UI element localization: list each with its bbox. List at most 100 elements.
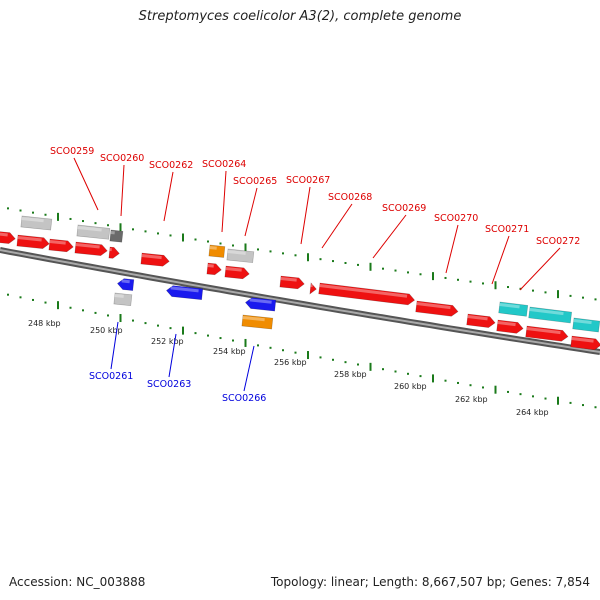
- upper-ruler-minor-tick: [319, 258, 322, 261]
- gene-label-forward: SCO0259: [50, 146, 94, 157]
- topology-label: Topology: linear; Length: 8,667,507 bp; …: [270, 575, 590, 589]
- gene-label-forward: SCO0260: [100, 153, 144, 164]
- upper-ruler-minor-tick: [419, 273, 422, 276]
- leader-line: [168, 333, 177, 378]
- leader-line: [73, 157, 99, 211]
- reverse-gene: [165, 285, 204, 301]
- forward-gene: [309, 282, 317, 295]
- forward-gene-shine: [497, 320, 516, 327]
- rna-gene-shine: [499, 302, 520, 309]
- lower-ruler-minor-tick: [269, 346, 272, 349]
- upper-ruler-minor-tick: [232, 244, 234, 247]
- upper-ruler-minor-tick: [132, 228, 134, 231]
- leader-line: [244, 187, 258, 237]
- leader-line: [321, 203, 353, 249]
- upper-ruler-minor-tick: [194, 238, 197, 241]
- gene-label-forward: SCO0262: [149, 160, 193, 171]
- upper-ruler-minor-tick: [257, 248, 259, 251]
- lower-ruler-minor-tick: [507, 390, 509, 393]
- forward-gene: [0, 230, 16, 244]
- rna-gene-body: [528, 306, 573, 324]
- orange-feature-body: [208, 244, 226, 258]
- forward-gene: [496, 319, 524, 334]
- lower-ruler-minor-tick: [594, 406, 597, 409]
- leader-line: [491, 235, 510, 285]
- upper-ruler-minor-tick: [157, 232, 159, 235]
- gene-label-forward: SCO0271: [485, 224, 529, 235]
- gray-feature-shine: [21, 216, 44, 223]
- upper-ruler-minor-tick: [444, 276, 447, 279]
- forward-gene: [74, 241, 108, 256]
- lower-ruler-minor-tick: [344, 361, 347, 364]
- rna-gene-shine: [529, 307, 564, 316]
- map-title: Streptomyces coelicolor A3(2), complete …: [138, 9, 462, 24]
- scale-labels: 248 kbp 250 kbp 252 kbp 254 kbp 256 kbp 258 k…: [28, 319, 549, 417]
- lower-ruler-minor-tick: [232, 339, 234, 342]
- upper-ruler-minor-tick: [32, 211, 34, 214]
- lower-ruler-minor-tick: [144, 322, 147, 325]
- reverse-gene: [244, 297, 277, 312]
- upper-ruler-minor-tick: [219, 242, 222, 245]
- upper-ruler-minor-tick: [269, 250, 272, 253]
- forward-gene-body: [466, 313, 496, 328]
- forward-gene-shine: [207, 263, 214, 268]
- forward-gene-shine: [280, 276, 297, 282]
- orange-feature: [208, 244, 226, 258]
- gene-label-forward: SCO0268: [328, 192, 372, 203]
- reverse-gene-body: [165, 285, 204, 301]
- forward-gene: [108, 246, 120, 259]
- gray-feature-body: [20, 215, 53, 231]
- upper-ruler-minor-tick: [407, 271, 409, 274]
- forward-gene: [16, 234, 50, 249]
- gray-feature-body: [113, 292, 133, 307]
- backbone-line: [0, 247, 600, 355]
- forward-gene-shine: [75, 242, 100, 249]
- reverse-gene: [116, 278, 135, 291]
- lower-ruler-minor-tick: [107, 314, 109, 317]
- upper-ruler-minor-tick: [382, 267, 384, 270]
- forward-gene: [48, 238, 74, 253]
- upper-ruler-minor-tick: [107, 224, 109, 227]
- orange-feature-shine: [209, 245, 217, 250]
- lower-ruler-minor-tick: [319, 356, 322, 359]
- forward-gene-body: [525, 325, 569, 342]
- reverse-gene-body: [244, 297, 277, 312]
- upper-ruler-minor-tick: [144, 230, 147, 233]
- forward-gene: [525, 325, 569, 342]
- gray-feature-shine: [227, 249, 246, 255]
- forward-gene-shine: [319, 283, 408, 298]
- upper-ruler-minor-tick: [482, 282, 484, 285]
- lower-ruler-minor-tick: [94, 311, 97, 314]
- lower-ruler-minor-tick: [469, 384, 472, 387]
- forward-gene-body: [415, 300, 459, 317]
- forward-gene-body: [309, 282, 317, 295]
- forward-gene-body: [16, 234, 50, 249]
- gene-label-forward: SCO0269: [382, 203, 426, 214]
- forward-gene-body: [0, 230, 16, 244]
- lower-ruler-minor-tick: [519, 393, 522, 396]
- forward-gene-body: [74, 241, 108, 256]
- forward-gene-body: [570, 335, 600, 351]
- scale-label: 260 kbp: [394, 382, 427, 391]
- upper-ruler-minor-tick: [357, 263, 359, 266]
- gray-feature-shine: [114, 293, 124, 298]
- scale-label: 256 kbp: [274, 358, 307, 367]
- upper-ruler-minor-tick: [582, 296, 584, 299]
- gray-feature: [113, 292, 133, 307]
- scale-label: 254 kbp: [213, 347, 246, 356]
- forward-gene: [466, 313, 496, 328]
- genome-backbone: [0, 247, 600, 355]
- reverse-gene-body: [116, 278, 135, 291]
- upper-ruler-minor-tick: [457, 278, 459, 281]
- lower-ruler-minor-tick: [7, 293, 9, 296]
- lower-ruler-minor-tick: [544, 397, 547, 400]
- upper-ruler-minor-tick: [532, 289, 534, 292]
- lower-ruler-minor-tick: [219, 337, 222, 340]
- leader-line: [519, 247, 561, 291]
- upper-ruler-minor-tick: [394, 269, 397, 272]
- reverse-gene-shine: [170, 286, 199, 293]
- forward-gene-shine: [17, 235, 42, 242]
- lower-ruler-minor-tick: [82, 309, 84, 312]
- forward-gene-body: [279, 275, 305, 290]
